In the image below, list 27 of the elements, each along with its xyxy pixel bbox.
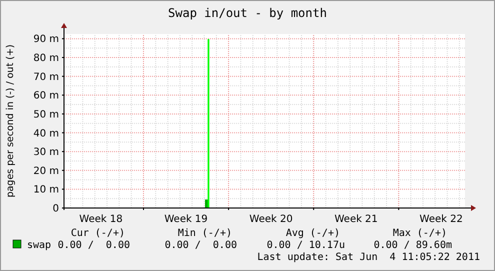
text: Min (-/+) [178,228,232,239]
y-tick-label: 80 m [33,53,59,64]
y-tick-label: 10 m [33,184,59,196]
text: 0.00 / 10.17u [266,240,345,251]
legend-label: swap [27,240,52,251]
y-tick-label: 70 m [33,72,59,83]
x-tick-label: Week 22 [420,214,463,225]
y-tick-label: 40 m [33,128,59,140]
text: Cur (-/+) [70,228,125,239]
text: 0.00 / 0.00 [58,240,130,251]
x-tick-label: Week 20 [249,214,293,225]
y-tick-label: 50 m [33,109,59,120]
x-tick-label: Week 18 [79,214,123,225]
y-tick-label: 30 m [33,147,59,158]
y-tick-label: 0 [52,204,59,214]
y-tick-label: 60 m [33,90,59,102]
text: 0.00 / 0.00 [164,240,237,251]
text: Avg (-/+) [286,228,340,239]
text: Max (-/+) [392,228,447,239]
text: 0.00 / 89.60m [374,240,452,251]
chart-title: Swap in/out - by month [168,6,327,20]
text: Last update: Sat Jun 4 11:05:22 2011 [257,252,480,263]
y-tick-label: 20 m [33,166,59,177]
y-tick-label: 90 m [33,34,59,46]
x-tick-label: Week 19 [164,214,208,225]
y-axis-title: pages per second in (-) / out (+) [5,44,16,198]
x-tick-label: Week 21 [334,214,378,225]
